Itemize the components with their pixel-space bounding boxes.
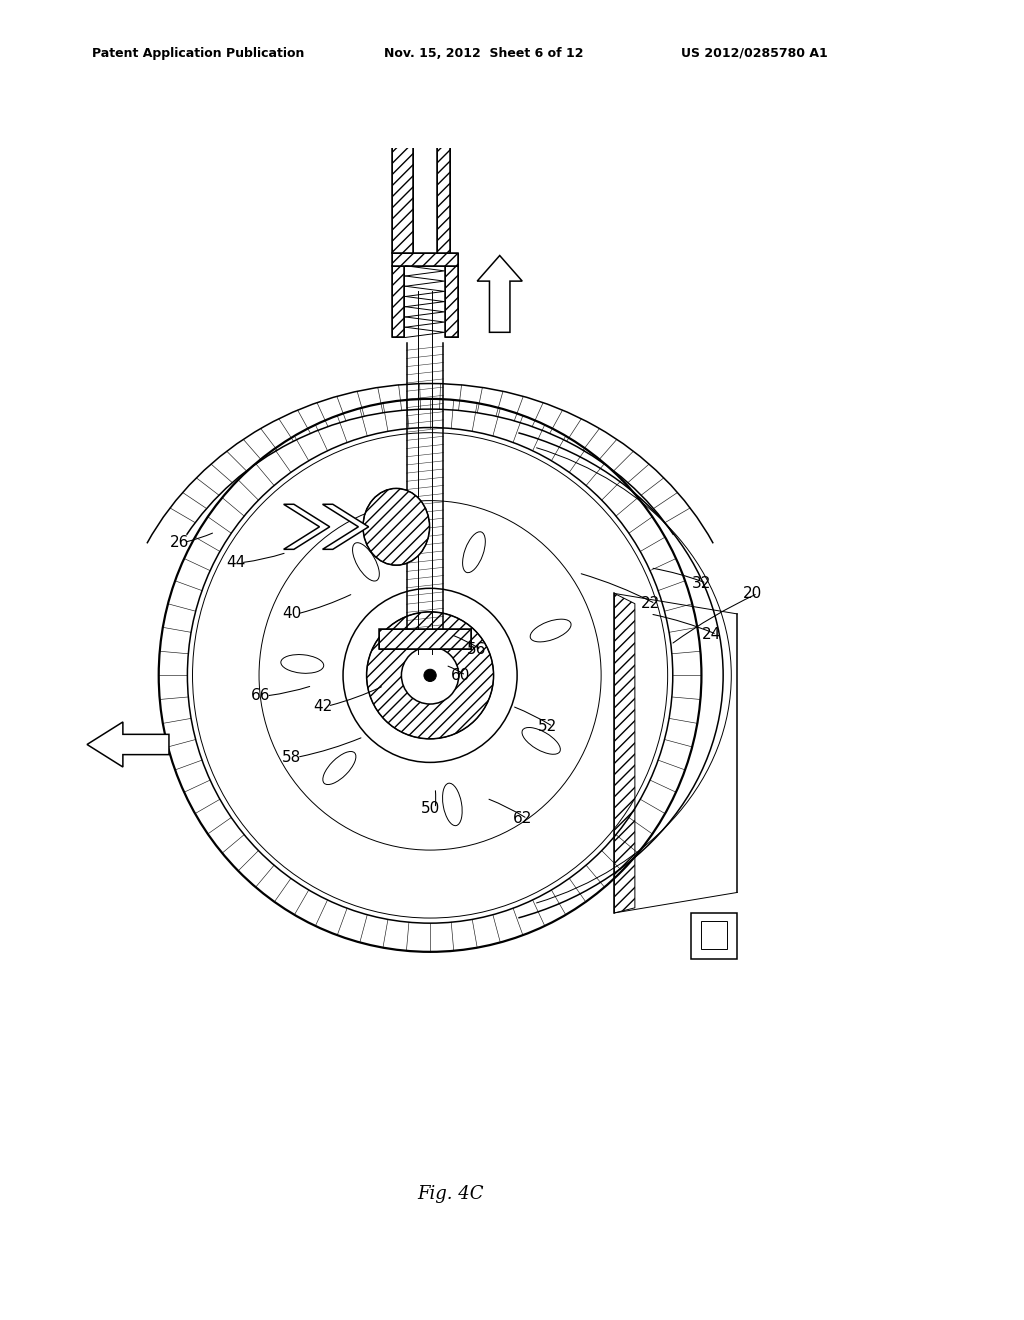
Text: 50: 50 bbox=[421, 801, 439, 816]
Polygon shape bbox=[701, 921, 727, 949]
Ellipse shape bbox=[424, 669, 436, 681]
Ellipse shape bbox=[530, 619, 571, 642]
Polygon shape bbox=[445, 265, 458, 338]
Polygon shape bbox=[87, 722, 169, 767]
Ellipse shape bbox=[522, 727, 560, 754]
Polygon shape bbox=[379, 628, 471, 649]
Text: 26: 26 bbox=[170, 535, 188, 549]
Ellipse shape bbox=[362, 488, 430, 565]
Text: 32: 32 bbox=[692, 576, 711, 591]
Text: 58: 58 bbox=[283, 750, 301, 764]
Text: Nov. 15, 2012  Sheet 6 of 12: Nov. 15, 2012 Sheet 6 of 12 bbox=[384, 46, 584, 59]
Text: 44: 44 bbox=[226, 556, 245, 570]
Text: 42: 42 bbox=[313, 698, 332, 714]
Ellipse shape bbox=[352, 543, 379, 581]
Polygon shape bbox=[392, 253, 458, 265]
Text: Fig. 4C: Fig. 4C bbox=[418, 1184, 483, 1203]
Ellipse shape bbox=[281, 655, 324, 673]
Text: 40: 40 bbox=[283, 606, 301, 622]
Ellipse shape bbox=[323, 751, 356, 784]
Polygon shape bbox=[323, 504, 369, 549]
Polygon shape bbox=[437, 125, 450, 253]
Polygon shape bbox=[392, 114, 450, 147]
Polygon shape bbox=[284, 504, 330, 549]
Ellipse shape bbox=[367, 612, 494, 739]
Ellipse shape bbox=[343, 589, 517, 763]
Text: 56: 56 bbox=[467, 643, 485, 657]
Text: 60: 60 bbox=[452, 668, 470, 682]
Ellipse shape bbox=[442, 783, 462, 825]
Ellipse shape bbox=[463, 532, 485, 573]
Text: US 2012/0285780 A1: US 2012/0285780 A1 bbox=[681, 46, 827, 59]
Polygon shape bbox=[392, 265, 404, 338]
Ellipse shape bbox=[401, 647, 459, 704]
Polygon shape bbox=[691, 913, 737, 960]
Text: 52: 52 bbox=[539, 719, 557, 734]
Text: 22: 22 bbox=[641, 597, 659, 611]
Text: 24: 24 bbox=[702, 627, 721, 642]
Polygon shape bbox=[369, 491, 407, 562]
Polygon shape bbox=[392, 147, 413, 253]
Polygon shape bbox=[477, 256, 522, 333]
Text: Patent Application Publication: Patent Application Publication bbox=[92, 46, 304, 59]
Ellipse shape bbox=[193, 433, 668, 917]
Text: 66: 66 bbox=[251, 688, 271, 704]
Text: 20: 20 bbox=[743, 586, 762, 601]
Text: 62: 62 bbox=[513, 812, 531, 826]
